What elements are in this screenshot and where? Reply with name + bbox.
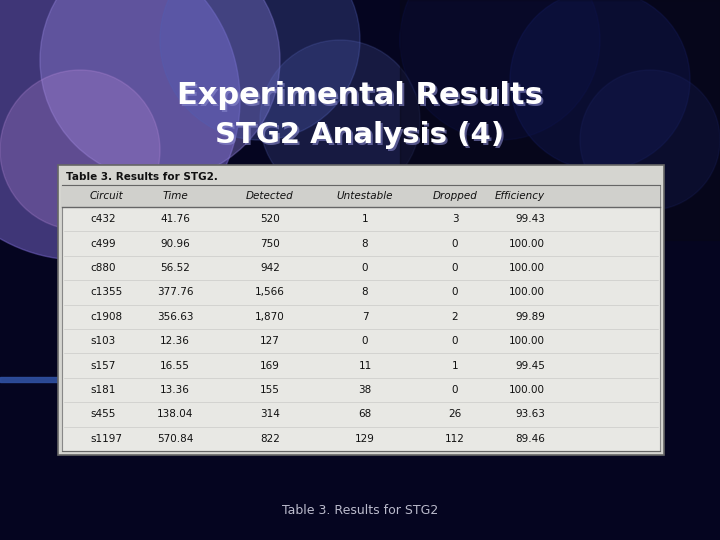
Text: 0: 0 (451, 287, 458, 298)
Circle shape (0, 70, 160, 230)
Text: STG2 Analysis (4): STG2 Analysis (4) (217, 123, 507, 151)
Text: 112: 112 (445, 434, 465, 444)
Text: Time: Time (162, 191, 188, 201)
Text: 127: 127 (260, 336, 280, 346)
Text: 100.00: 100.00 (509, 263, 545, 273)
Bar (62, 185, 660, 451)
Bar (400, 0, 720, 240)
Text: 90.96: 90.96 (160, 239, 190, 248)
Text: Table 3. Results for STG2: Table 3. Results for STG2 (282, 503, 438, 516)
Text: 1,870: 1,870 (255, 312, 285, 322)
Text: 314: 314 (260, 409, 280, 420)
Text: Dropped: Dropped (433, 191, 477, 201)
Text: 2: 2 (451, 312, 459, 322)
Text: s1197: s1197 (90, 434, 122, 444)
Circle shape (510, 0, 690, 170)
Text: s103: s103 (90, 336, 115, 346)
Text: 93.63: 93.63 (515, 409, 545, 420)
Text: c432: c432 (90, 214, 116, 224)
Text: 0: 0 (451, 263, 458, 273)
Text: 68: 68 (359, 409, 372, 420)
Text: 13.36: 13.36 (160, 385, 190, 395)
Text: 99.43: 99.43 (515, 214, 545, 224)
Text: Detected: Detected (246, 191, 294, 201)
Text: c1908: c1908 (90, 312, 122, 322)
Text: 99.89: 99.89 (515, 312, 545, 322)
Text: 0: 0 (451, 239, 458, 248)
Text: 138.04: 138.04 (157, 409, 193, 420)
Text: 1,566: 1,566 (255, 287, 285, 298)
Text: 0: 0 (361, 263, 368, 273)
Bar (62, 185, 660, 207)
Text: 356.63: 356.63 (157, 312, 193, 322)
Text: c1355: c1355 (90, 287, 122, 298)
Text: c880: c880 (90, 263, 115, 273)
Circle shape (160, 0, 360, 140)
Text: s455: s455 (90, 409, 115, 420)
Text: 89.46: 89.46 (515, 434, 545, 444)
Text: 750: 750 (260, 239, 280, 248)
Text: 8: 8 (361, 287, 369, 298)
Text: 155: 155 (260, 385, 280, 395)
Text: 942: 942 (260, 263, 280, 273)
Text: 169: 169 (260, 361, 280, 370)
Text: 100.00: 100.00 (509, 336, 545, 346)
Text: 100.00: 100.00 (509, 287, 545, 298)
Text: Table 3. Results for STG2.: Table 3. Results for STG2. (66, 172, 218, 182)
Text: Experimental Results: Experimental Results (177, 80, 543, 110)
Text: 26: 26 (449, 409, 462, 420)
Text: 1: 1 (361, 214, 369, 224)
Text: 8: 8 (361, 239, 369, 248)
Text: STG2 Analysis (4): STG2 Analysis (4) (215, 121, 505, 149)
Text: Circuit: Circuit (90, 191, 124, 201)
Bar (0, 377, 310, 382)
Text: 41.76: 41.76 (160, 214, 190, 224)
Text: 570.84: 570.84 (157, 434, 193, 444)
Text: 12.36: 12.36 (160, 336, 190, 346)
Text: 16.55: 16.55 (160, 361, 190, 370)
Text: 3: 3 (451, 214, 459, 224)
Text: 100.00: 100.00 (509, 239, 545, 248)
Circle shape (580, 70, 720, 210)
Text: 129: 129 (355, 434, 375, 444)
Text: 99.45: 99.45 (515, 361, 545, 370)
Text: 56.52: 56.52 (160, 263, 190, 273)
Text: 38: 38 (359, 385, 372, 395)
Text: 0: 0 (451, 336, 458, 346)
Circle shape (40, 0, 280, 180)
Text: s181: s181 (90, 385, 115, 395)
Text: Experimental Results: Experimental Results (179, 83, 545, 111)
Circle shape (400, 0, 600, 140)
Circle shape (260, 40, 420, 200)
Text: Efficiency: Efficiency (495, 191, 545, 201)
Bar (58, 165, 664, 455)
Text: c499: c499 (90, 239, 116, 248)
Text: 11: 11 (359, 361, 372, 370)
Text: 0: 0 (451, 385, 458, 395)
Text: s157: s157 (90, 361, 115, 370)
Text: 520: 520 (260, 214, 280, 224)
Text: 1: 1 (451, 361, 459, 370)
Text: Untestable: Untestable (337, 191, 393, 201)
Text: 100.00: 100.00 (509, 385, 545, 395)
Circle shape (0, 0, 240, 260)
Text: 822: 822 (260, 434, 280, 444)
Text: 377.76: 377.76 (157, 287, 193, 298)
Text: 0: 0 (361, 336, 368, 346)
Text: 7: 7 (361, 312, 369, 322)
